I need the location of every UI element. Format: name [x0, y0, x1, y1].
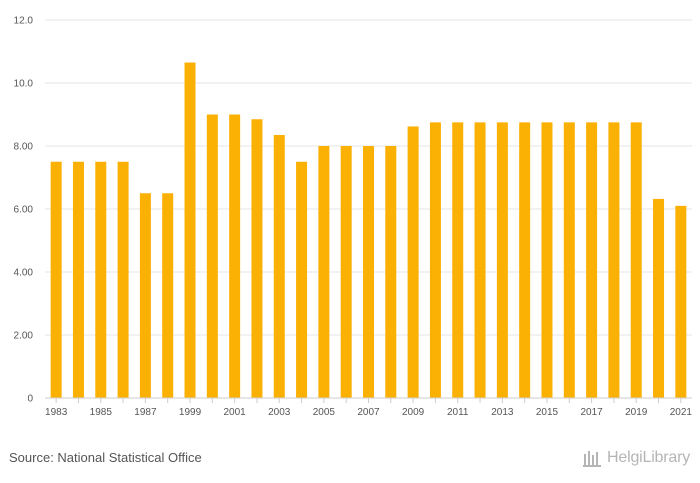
bars: [50, 62, 687, 399]
bar-2003: [273, 134, 285, 398]
x-tick-label: 2021: [670, 407, 693, 418]
bar-2019: [630, 122, 642, 398]
x-tick-label: 1999: [179, 407, 202, 418]
bar-2018: [608, 122, 620, 398]
x-tick-label: 2009: [402, 407, 425, 418]
source-note: Source: National Statistical Office: [9, 450, 202, 465]
bar-2004: [296, 161, 308, 398]
y-tick-label: 8.00: [14, 142, 34, 153]
x-tick-label: 2003: [268, 407, 291, 418]
bar-2000: [206, 114, 218, 398]
bar-1987: [139, 193, 151, 398]
y-axis-labels: 0 2.00 4.00 6.00 8.00 10.0 12.0: [14, 16, 34, 405]
library-logo-icon: [583, 451, 602, 467]
y-tick-label: 2.00: [14, 331, 34, 342]
y-tick-label: 12.0: [14, 16, 34, 27]
bar-2010: [429, 122, 441, 398]
x-tick-label: 2017: [580, 407, 603, 418]
bar-2012: [474, 122, 486, 398]
y-tick-label: 0: [27, 394, 33, 405]
x-tick-label: 2019: [625, 407, 648, 418]
x-tick-label: 2013: [491, 407, 514, 418]
bar-2017: [586, 122, 598, 398]
bar-2013: [496, 122, 508, 398]
x-tick-label: 1983: [45, 407, 68, 418]
bar-2007: [363, 146, 374, 398]
bar-1985: [95, 161, 107, 398]
logo-text: HelgiLibrary: [607, 449, 690, 466]
x-tick-label: 1985: [90, 407, 113, 418]
x-axis-labels: 1983 1985 1987 1999 2001 2003 2005 2007 2009 2011…: [45, 407, 692, 418]
bar-2009: [407, 126, 419, 398]
bar-1988: [162, 193, 174, 398]
bar-2006: [340, 146, 352, 398]
bar-1984: [72, 161, 84, 398]
x-tick-label: 2007: [357, 407, 380, 418]
x-tick-label: 2001: [224, 407, 247, 418]
bar-2005: [318, 146, 330, 398]
bar-2020: [653, 198, 665, 398]
bar-1999: [184, 62, 196, 399]
y-tick-label: 4.00: [14, 268, 34, 279]
x-axis: [45, 397, 692, 403]
bar-1983: [50, 161, 62, 398]
x-tick-label: 2011: [447, 407, 469, 418]
bar-2011: [452, 122, 464, 398]
bar-1986: [117, 161, 129, 398]
bar-2008: [385, 146, 397, 398]
x-tick-label: 2015: [536, 407, 559, 418]
helgi-library-logo: HelgiLibrary: [583, 449, 690, 467]
bar-2015: [541, 122, 553, 398]
bar-2016: [563, 122, 575, 398]
bar-2014: [519, 122, 531, 398]
x-tick-label: 1987: [134, 407, 157, 418]
bar-2002: [251, 119, 263, 398]
y-tick-label: 6.00: [14, 205, 34, 216]
x-tick-label: 2005: [313, 407, 336, 418]
bar-2001: [229, 114, 241, 398]
bar-2021: [675, 205, 687, 398]
y-tick-label: 10.0: [14, 79, 34, 90]
